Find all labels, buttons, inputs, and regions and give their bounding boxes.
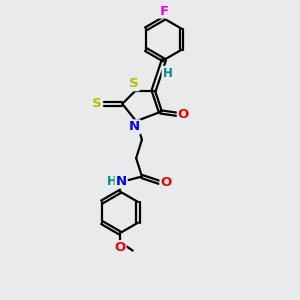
Text: O: O xyxy=(160,176,172,189)
Text: F: F xyxy=(159,4,168,18)
Text: H: H xyxy=(107,175,117,188)
Text: O: O xyxy=(178,108,189,121)
Text: S: S xyxy=(92,97,101,110)
Text: O: O xyxy=(114,241,126,254)
Text: S: S xyxy=(129,77,139,90)
Text: H: H xyxy=(163,67,172,80)
Text: N: N xyxy=(129,120,140,134)
Text: N: N xyxy=(116,175,127,188)
